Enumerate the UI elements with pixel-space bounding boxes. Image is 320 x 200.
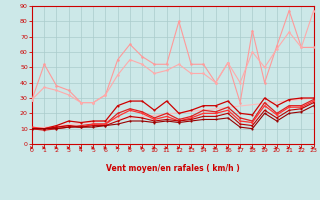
X-axis label: Vent moyen/en rafales ( km/h ): Vent moyen/en rafales ( km/h ) — [106, 164, 240, 173]
